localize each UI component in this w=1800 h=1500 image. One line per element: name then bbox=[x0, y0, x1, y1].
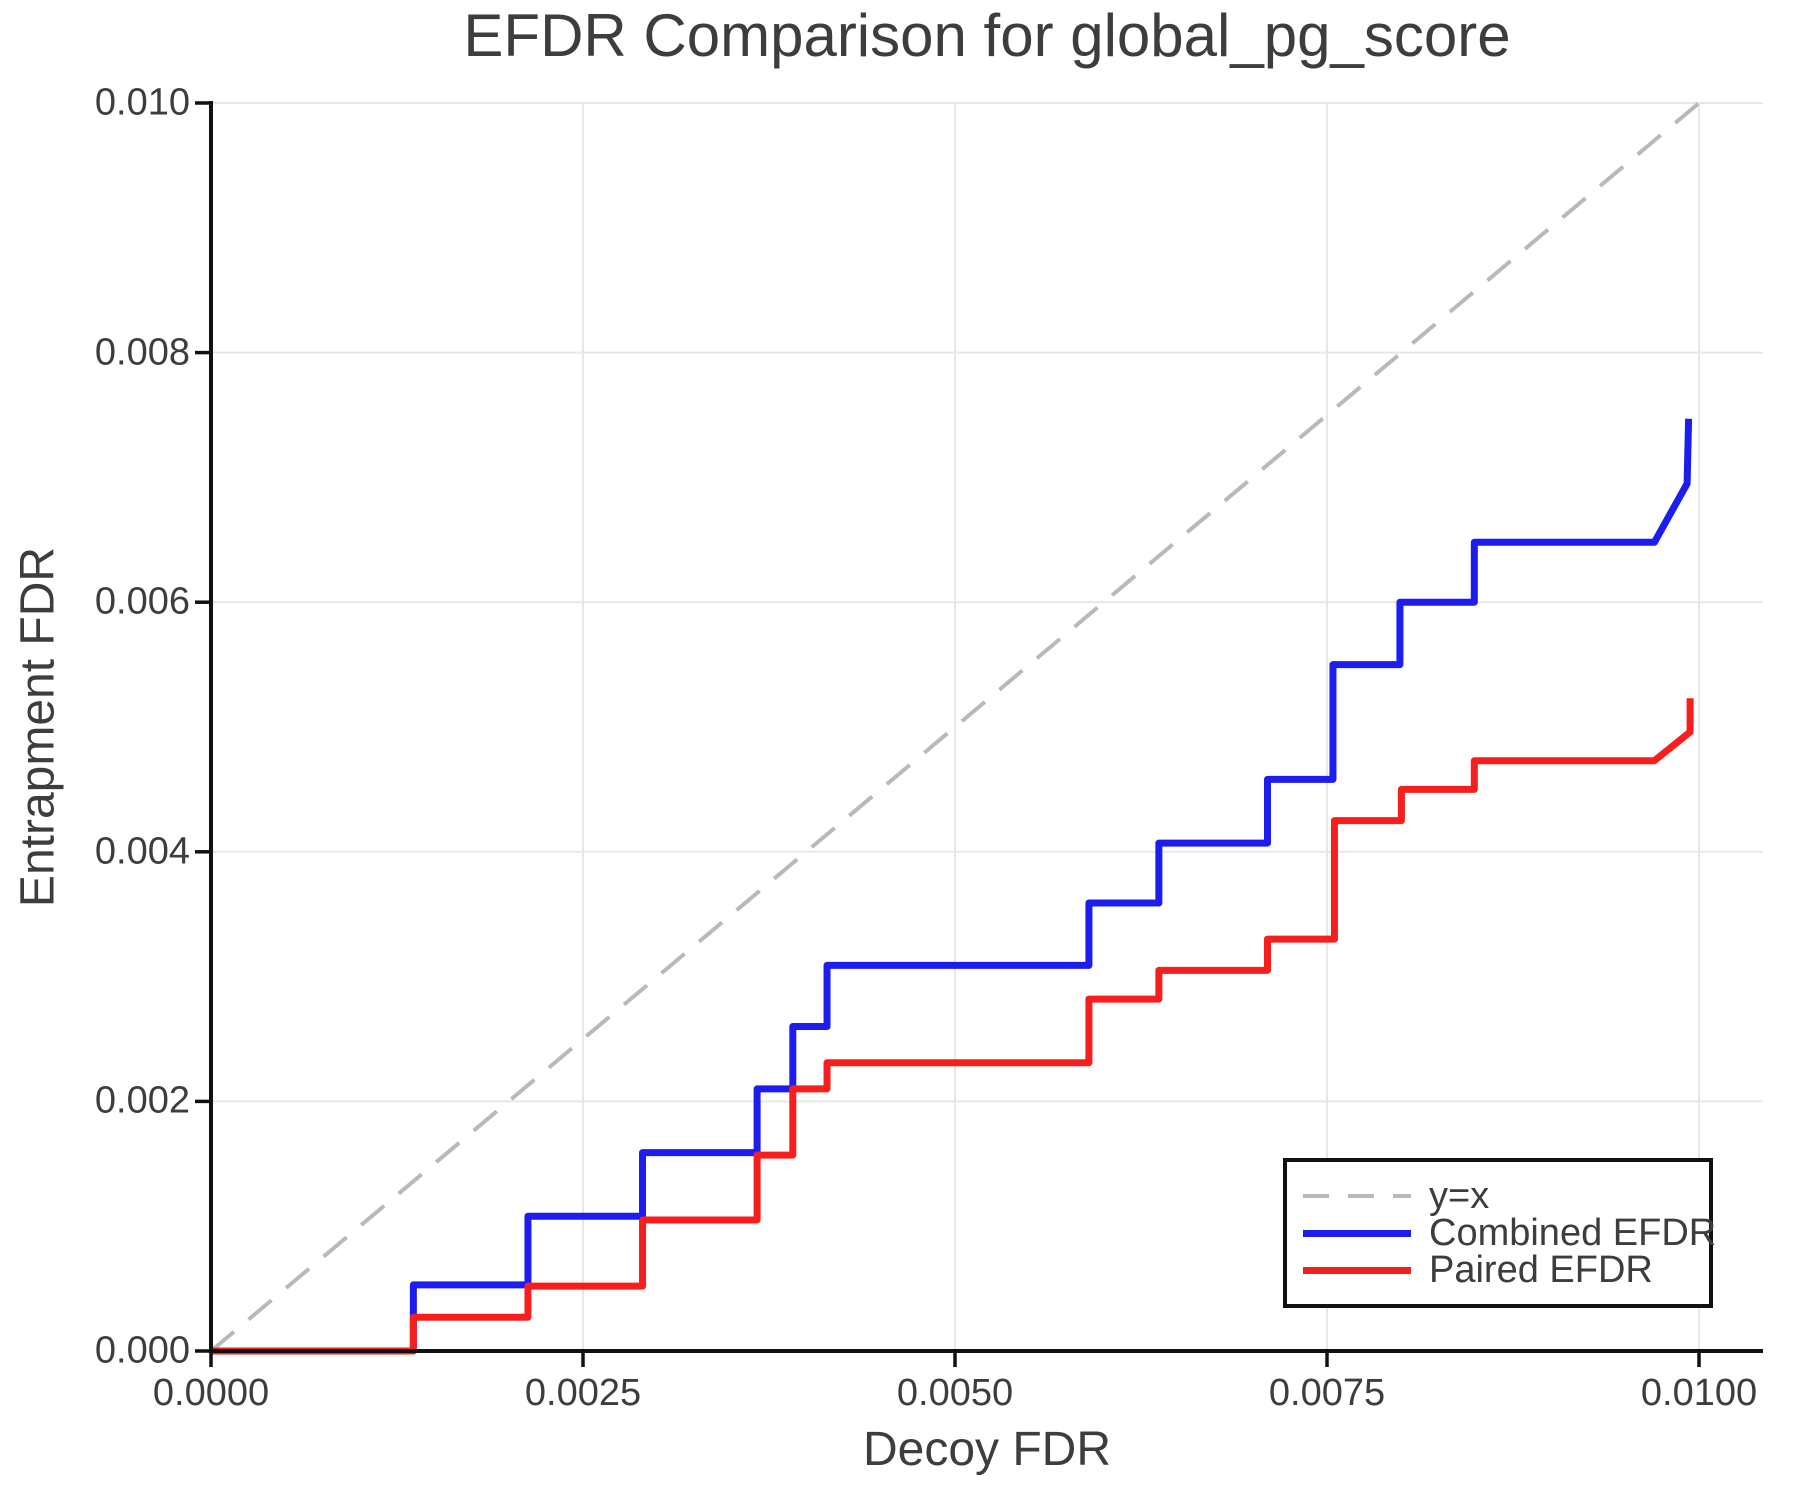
y-tick-label: 0.006 bbox=[94, 580, 190, 623]
chart-title: EFDR Comparison for global_pg_score bbox=[463, 2, 1511, 69]
x-axis-title: Decoy FDR bbox=[862, 1423, 1112, 1476]
series-line-1 bbox=[211, 418, 1693, 1355]
x-tick-label: 0.0075 bbox=[1268, 1372, 1386, 1414]
legend-blue-line-swatch bbox=[1303, 1229, 1411, 1237]
x-tick-label: 0.0000 bbox=[152, 1372, 270, 1414]
x-tick-label: 0.0025 bbox=[524, 1372, 642, 1414]
x-tick-label: 0.0050 bbox=[896, 1372, 1014, 1414]
series-line-2 bbox=[211, 698, 1694, 1355]
legend-label-identity: y=x bbox=[1429, 1174, 1490, 1217]
series-line-0 bbox=[209, 101, 1701, 1353]
y-tick-label: 0.000 bbox=[94, 1329, 190, 1372]
legend-item-combined-efdr: Combined EFDR bbox=[1303, 1214, 1716, 1252]
x-tick-label: 0.0100 bbox=[1640, 1372, 1758, 1414]
legend-item-paired-efdr: Paired EFDR bbox=[1303, 1248, 1709, 1291]
legend-label-paired-efdr: Paired EFDR bbox=[1429, 1248, 1653, 1291]
y-tick-label: 0.010 bbox=[94, 81, 190, 124]
legend-dashed-line-swatch bbox=[1303, 1194, 1411, 1198]
legend-label-combined-efdr: Combined EFDR bbox=[1429, 1211, 1717, 1254]
legend-red-line-swatch bbox=[1303, 1266, 1411, 1274]
legend: y=x Combined EFDR Paired EFDR bbox=[1283, 1158, 1716, 1308]
y-tick-label: 0.004 bbox=[94, 830, 190, 873]
y-tick-label: 0.002 bbox=[94, 1079, 190, 1122]
legend-item-identity: y=x bbox=[1303, 1174, 1709, 1217]
y-tick-label: 0.008 bbox=[94, 331, 190, 374]
